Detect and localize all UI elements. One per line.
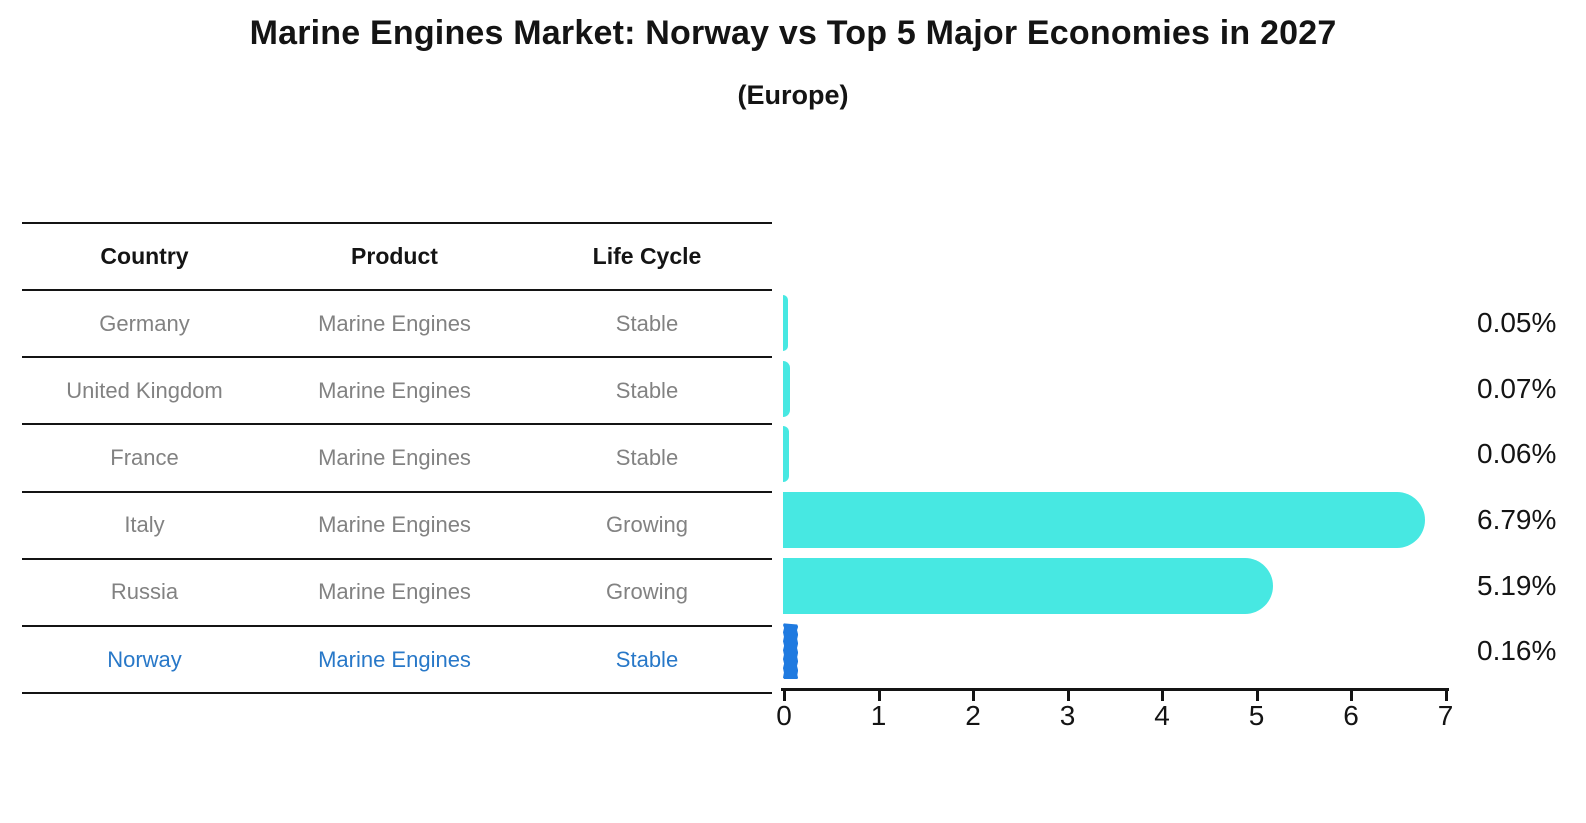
bar-italy bbox=[783, 491, 1425, 548]
x-tick-mark bbox=[783, 691, 786, 701]
country-table: Country Product Life Cycle Germany Marine… bbox=[22, 222, 772, 695]
table-body: Germany Marine Engines Stable United Kingdo… bbox=[22, 291, 772, 695]
table-row: Italy Marine Engines Growing bbox=[22, 493, 772, 560]
cell-product: Marine Engines bbox=[318, 444, 471, 470]
cell-life-cycle: Growing bbox=[606, 512, 688, 538]
bar-germany bbox=[783, 294, 788, 351]
cell-country: Germany bbox=[99, 310, 190, 336]
cell-life-cycle: Growing bbox=[606, 579, 688, 605]
x-tick-label: 1 bbox=[870, 700, 887, 731]
cell-country: France bbox=[110, 444, 179, 470]
x-tick-label: 7 bbox=[1437, 700, 1454, 731]
x-axis-line bbox=[781, 688, 1449, 691]
cell-product: Marine Engines bbox=[318, 646, 471, 672]
page-subtitle: (Europe) bbox=[737, 80, 849, 110]
value-label: 0.05% bbox=[1477, 306, 1557, 338]
value-label: 0.07% bbox=[1477, 372, 1557, 404]
cell-life-cycle: Stable bbox=[615, 444, 679, 470]
page-title: Marine Engines Market: Norway vs Top 5 M… bbox=[249, 14, 1337, 52]
x-tick-label: 2 bbox=[965, 700, 981, 731]
x-tick-label: 3 bbox=[1059, 700, 1076, 731]
cell-product: Marine Engines bbox=[318, 377, 471, 403]
cell-life-cycle: Stable bbox=[615, 646, 679, 672]
cell-product: Marine Engines bbox=[318, 512, 471, 538]
x-tick-mark bbox=[1255, 691, 1259, 701]
cell-life-cycle: Stable bbox=[615, 377, 679, 403]
column-header-country: Country bbox=[100, 243, 189, 269]
cell-product: Marine Engines bbox=[318, 579, 471, 605]
table-header-row: Country Product Life Cycle bbox=[22, 224, 772, 291]
table-row: France Marine Engines Stable bbox=[22, 425, 772, 493]
column-header-product: Product bbox=[351, 243, 438, 269]
value-label: 6.79% bbox=[1477, 503, 1557, 535]
x-tick-mark bbox=[1066, 691, 1070, 701]
cell-country: Russia bbox=[110, 579, 179, 605]
cell-country: Norway bbox=[107, 646, 182, 672]
x-tick-label: 0 bbox=[776, 700, 792, 731]
x-tick-mark bbox=[1161, 691, 1164, 701]
x-tick-mark bbox=[877, 691, 881, 701]
column-header-life-cycle: Life Cycle bbox=[592, 243, 702, 269]
cell-product: Marine Engines bbox=[318, 310, 471, 336]
cell-life-cycle: Stable bbox=[615, 310, 679, 336]
value-label: 5.19% bbox=[1477, 569, 1557, 601]
value-label: 0.06% bbox=[1477, 438, 1557, 470]
table-row: Norway Marine Engines Stable bbox=[22, 627, 772, 695]
value-label: 0.16% bbox=[1477, 635, 1557, 667]
table-row: Germany Marine Engines Stable bbox=[22, 291, 772, 359]
bar-france bbox=[783, 426, 789, 483]
table-row: Russia Marine Engines Growing bbox=[22, 560, 772, 627]
bar-united-kingdom bbox=[783, 360, 790, 417]
cell-country: United Kingdom bbox=[66, 377, 223, 403]
table-row: United Kingdom Marine Engines Stable bbox=[22, 358, 772, 426]
x-tick-label: 6 bbox=[1343, 700, 1359, 731]
bar-norway bbox=[783, 623, 799, 680]
x-tick-mark bbox=[1444, 691, 1448, 701]
x-tick-label: 4 bbox=[1154, 700, 1170, 731]
x-tick-mark bbox=[1350, 691, 1353, 701]
x-tick-label: 5 bbox=[1248, 700, 1265, 731]
cell-country: Italy bbox=[124, 512, 165, 538]
x-tick-mark bbox=[972, 691, 975, 701]
bar-russia bbox=[783, 557, 1274, 614]
